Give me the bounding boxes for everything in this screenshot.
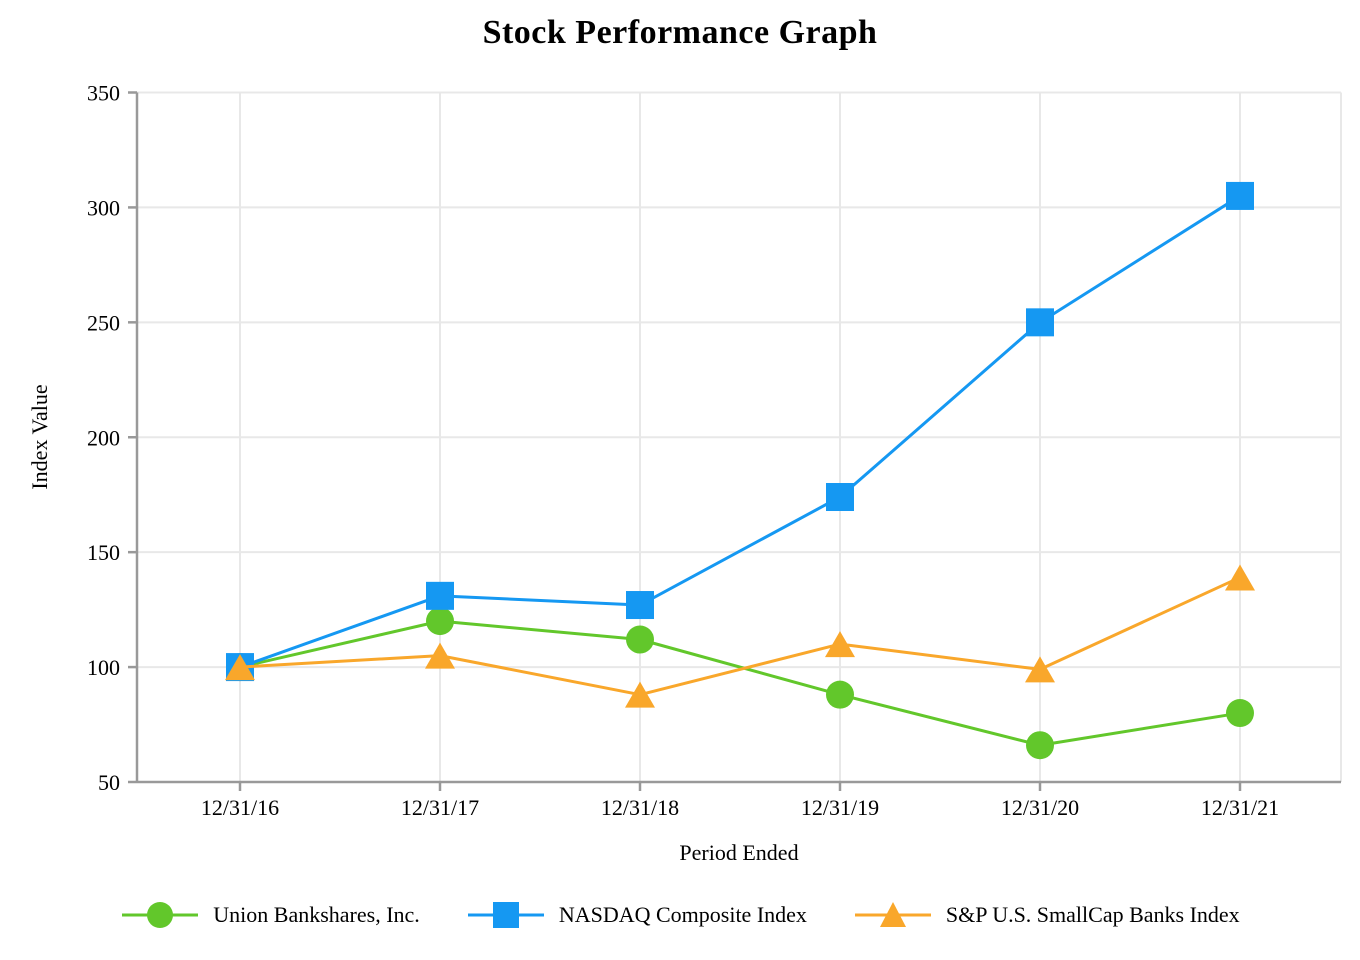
data-point-square <box>1226 181 1254 210</box>
series-line-circle <box>239 619 1241 747</box>
x-tick-label: 12/31/16 <box>201 795 279 820</box>
x-tick-label: 12/31/21 <box>1201 795 1279 820</box>
legend-item-union-bankshares: Union Bankshares, Inc. <box>120 898 420 932</box>
y-tick-label: 250 <box>87 310 120 335</box>
data-point-triangle <box>825 631 855 658</box>
data-point-triangle <box>1225 564 1255 591</box>
legend: Union Bankshares, Inc. NASDAQ Composite … <box>0 898 1360 932</box>
data-point-triangle <box>225 654 255 681</box>
triangle-marker-icon <box>854 902 931 927</box>
x-tick-label: 12/31/19 <box>801 795 879 820</box>
y-tick-label: 50 <box>98 770 120 795</box>
data-point-triangle <box>425 642 455 669</box>
data-point-square <box>1026 308 1054 337</box>
x-tick-label: 12/31/17 <box>401 795 479 820</box>
series-line-square <box>239 194 1241 669</box>
y-tick-label: 100 <box>87 655 120 680</box>
legend-label-sp-smallcap-banks: S&P U.S. SmallCap Banks Index <box>945 902 1240 927</box>
square-marker-icon <box>467 902 544 928</box>
legend-item-nasdaq-composite: NASDAQ Composite Index <box>466 898 807 932</box>
data-point-circle <box>1226 699 1254 728</box>
x-tick-label: 12/31/20 <box>1001 795 1079 820</box>
y-axis-title: Index Value <box>27 384 52 489</box>
data-point-square <box>426 581 454 610</box>
series-line-triangle <box>239 576 1241 697</box>
data-point-circle <box>826 680 854 709</box>
data-point-triangle <box>625 681 655 708</box>
legend-item-sp-smallcap-banks: S&P U.S. SmallCap Banks Index <box>853 898 1240 932</box>
y-tick-label: 300 <box>87 195 120 220</box>
chart-title: Stock Performance Graph <box>482 14 878 51</box>
x-tick-label: 12/31/18 <box>601 795 679 820</box>
generated-chart-layers: 50 100 150 200 250 300 350 12/31/16 12/31/17 12/3… <box>87 81 1342 820</box>
x-axis-title: Period Ended <box>679 840 798 865</box>
data-point-circle <box>626 625 654 654</box>
y-tick-label: 350 <box>87 81 120 106</box>
data-point-circle <box>1026 731 1054 760</box>
legend-label-nasdaq-composite: NASDAQ Composite Index <box>558 902 807 927</box>
y-tick-label: 150 <box>87 540 120 565</box>
data-point-square <box>626 591 654 620</box>
data-point-circle <box>426 607 454 636</box>
legend-label-union-bankshares: Union Bankshares, Inc. <box>213 902 420 927</box>
y-tick-label: 200 <box>87 425 120 450</box>
data-point-triangle <box>1025 656 1055 683</box>
data-point-square <box>826 483 854 512</box>
circle-marker-icon <box>122 902 199 928</box>
